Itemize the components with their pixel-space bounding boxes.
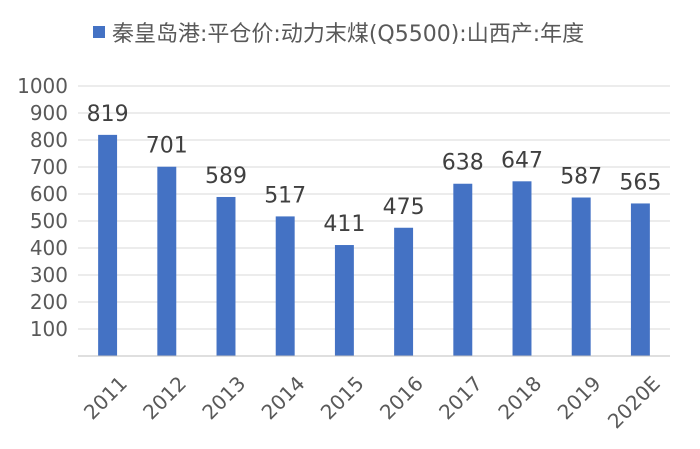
y-axis: 100 200 300 400 500 600 700 800 900 1000 [17, 74, 68, 341]
data-label-2012: 701 [146, 134, 188, 159]
y-tick-label-1000: 1000 [17, 74, 68, 98]
bar-2013 [216, 196, 236, 356]
x-tick-label-2019: 2019 [553, 371, 606, 424]
x-tick-label-2015: 2015 [316, 371, 369, 424]
data-label-2018: 647 [501, 148, 543, 173]
x-tick-label-2020E: 2020E [603, 371, 665, 433]
bar-2011 [98, 134, 118, 356]
y-tick-label-100: 100 [30, 317, 68, 341]
bar-2015 [334, 245, 354, 356]
data-label-2019: 587 [560, 165, 602, 190]
legend-swatch [93, 26, 105, 38]
x-tick-label-2011: 2011 [79, 371, 132, 424]
data-label-2013: 589 [205, 164, 247, 189]
gridlines [78, 85, 670, 330]
x-tick-label-2014: 2014 [257, 371, 310, 424]
data-label-2020E: 565 [619, 170, 661, 195]
x-tick-label-2013: 2013 [197, 371, 250, 424]
bar-2016 [394, 227, 414, 356]
data-label-2014: 517 [264, 183, 306, 208]
x-tick-label-2018: 2018 [493, 371, 546, 424]
x-tick-label-2016: 2016 [375, 371, 428, 424]
bar-2018 [512, 181, 532, 356]
data-label-2015: 411 [323, 212, 365, 237]
legend-label: 秦皇岛港:平仓价:动力末煤(Q5500):山西产:年度 [112, 22, 584, 47]
data-label-2017: 638 [442, 151, 484, 176]
x-tick-label-2017: 2017 [434, 371, 487, 424]
bars [98, 134, 650, 356]
legend: 秦皇岛港:平仓价:动力末煤(Q5500):山西产:年度 [93, 22, 584, 47]
bar-2019 [571, 197, 591, 356]
bar-2020E [630, 203, 650, 356]
y-tick-label-800: 800 [30, 128, 68, 152]
x-tick-label-2012: 2012 [138, 371, 191, 424]
data-labels: 819 701 589 517 411 475 638 647 587 565 [87, 102, 662, 237]
bar-2014 [275, 216, 295, 356]
y-tick-label-700: 700 [30, 155, 68, 179]
y-tick-label-500: 500 [30, 209, 68, 233]
y-tick-label-400: 400 [30, 236, 68, 260]
bar-2012 [157, 166, 177, 356]
data-label-2011: 819 [87, 102, 129, 127]
y-tick-label-200: 200 [30, 290, 68, 314]
data-label-2016: 475 [383, 195, 425, 220]
bar-2017 [453, 183, 473, 356]
y-tick-label-600: 600 [30, 182, 68, 206]
y-tick-label-900: 900 [30, 101, 68, 125]
y-tick-label-300: 300 [30, 263, 68, 287]
x-axis: 2011 2012 2013 2014 2015 2016 2017 2018 20192020… [79, 371, 665, 433]
